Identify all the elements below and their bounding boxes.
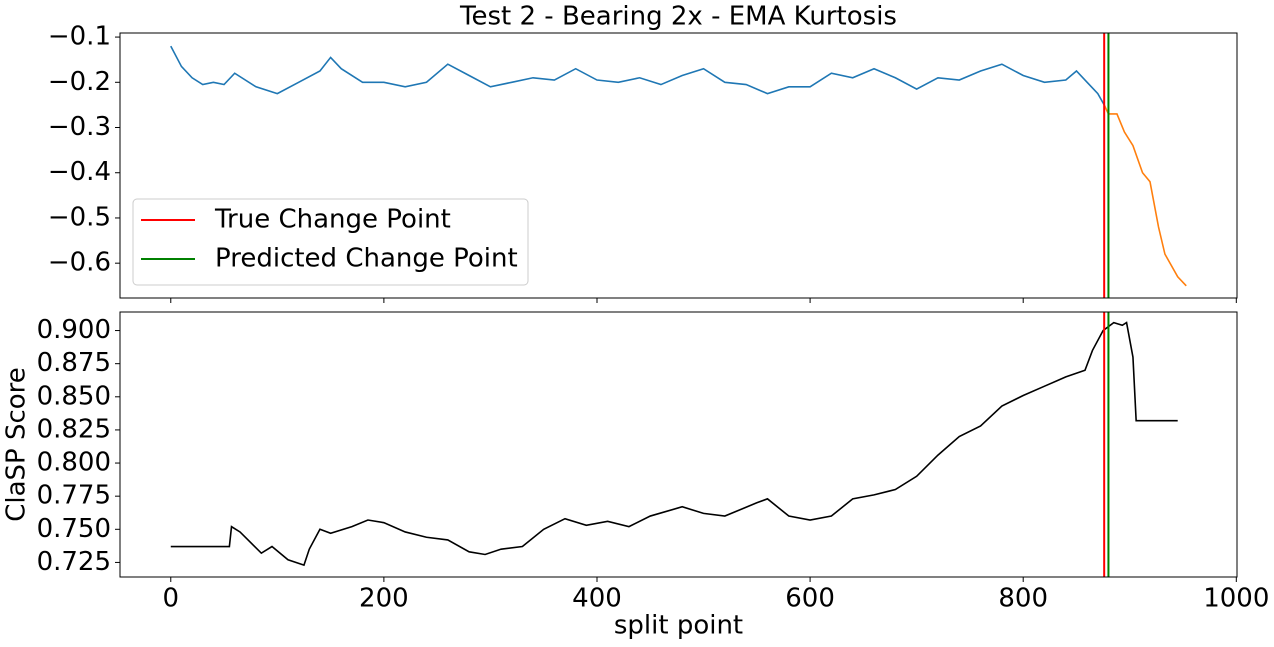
legend-label: Predicted Change Point (215, 244, 518, 274)
y-tick-label: 0.850 (37, 381, 111, 411)
legend-label: True Change Point (214, 205, 451, 235)
legend-box (132, 198, 529, 286)
y-tick-label: 0.875 (37, 348, 111, 378)
y-tick-label: −0.3 (48, 112, 111, 142)
y-tick-label: 0.750 (37, 514, 111, 544)
y-axis-label: ClaSP Score (2, 367, 32, 522)
y-tick-label: −0.4 (48, 157, 111, 187)
x-tick-label: 800 (998, 584, 1048, 614)
y-tick-label: −0.2 (48, 67, 111, 97)
x-tick-label: 0 (162, 584, 179, 614)
y-tick-label: −0.6 (48, 248, 111, 278)
y-tick-label: −0.5 (48, 202, 111, 232)
chart-title: Test 2 - Bearing 2x - EMA Kurtosis (459, 2, 897, 32)
y-tick-label: 0.900 (37, 315, 111, 345)
x-tick-label: 600 (785, 584, 835, 614)
y-tick-label: 0.725 (37, 547, 111, 577)
data-line (170, 45, 1105, 106)
x-tick-label: 1000 (1203, 584, 1269, 614)
y-tick-label: 0.825 (37, 414, 111, 444)
x-tick-label: 200 (359, 584, 409, 614)
y-tick-label: −0.1 (48, 22, 111, 52)
axes-frame (119, 32, 1238, 299)
x-axis-label: split point (614, 611, 743, 641)
axes-frame (119, 311, 1238, 578)
y-tick-label: 0.800 (37, 448, 111, 478)
y-tick-label: 0.775 (37, 481, 111, 511)
data-line (1103, 104, 1187, 287)
x-tick-label: 400 (572, 584, 622, 614)
data-line (170, 321, 1178, 567)
